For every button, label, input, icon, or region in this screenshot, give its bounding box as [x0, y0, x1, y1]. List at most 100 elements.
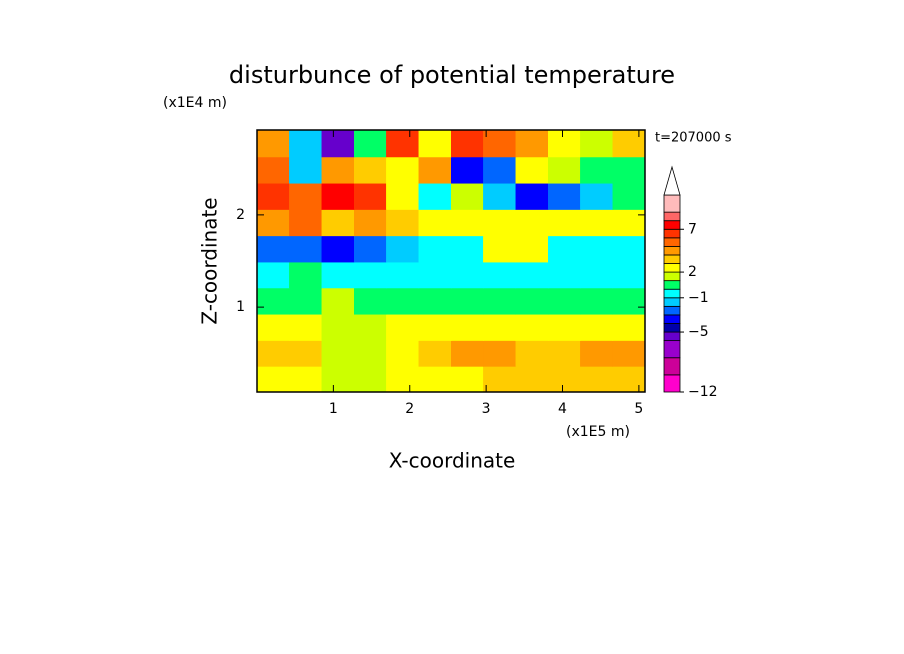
contour-cell [386, 235, 420, 263]
contour-cell [257, 287, 290, 315]
colorbar-box [663, 220, 681, 230]
contour-cell [354, 209, 387, 237]
contour-cell [483, 314, 517, 341]
contour-cell [289, 261, 323, 289]
contour-cell [321, 130, 355, 158]
contour-cell [418, 183, 452, 210]
contour-cell [451, 183, 484, 210]
y-tick-label: 2 [236, 207, 245, 223]
contour-cell [612, 209, 646, 237]
contour-cell [451, 366, 484, 393]
contour-cell [483, 287, 517, 315]
colorbar-arrow [663, 165, 681, 196]
colorbar-box [663, 263, 681, 273]
contour-cell [321, 183, 355, 210]
contour-cell [483, 183, 517, 210]
colorbar-box [663, 228, 681, 239]
contour-cell [354, 130, 387, 158]
contour-cell [289, 287, 323, 315]
colorbar-box [663, 314, 681, 324]
contour-cell [289, 366, 323, 393]
contour-cell [580, 130, 614, 158]
contour-cell [580, 366, 614, 393]
contour-cell [354, 314, 387, 341]
colorbar-box [663, 288, 681, 299]
plot-frame [256, 129, 646, 393]
contour-cell [386, 209, 420, 237]
contour-cell [580, 156, 614, 184]
contour-cell [548, 314, 581, 341]
contour-cell [451, 261, 484, 289]
contour-cell [612, 156, 646, 184]
colorbar-box [663, 340, 681, 359]
contour-cell [483, 235, 517, 263]
contour-cell [257, 156, 290, 184]
contour-cell [548, 287, 581, 315]
contour-cell [386, 156, 420, 184]
contour-cell [612, 340, 646, 367]
x-tick-label: 5 [634, 401, 643, 417]
contour-cell [548, 209, 581, 237]
contour-cell [451, 340, 484, 367]
contour-cell [257, 235, 290, 263]
colorbar-label: −1 [688, 290, 709, 306]
contour-cell [257, 340, 290, 367]
colorbar-box [663, 280, 681, 290]
contour-cell [451, 156, 484, 184]
colorbar-label: 7 [688, 221, 697, 237]
contour-cell [418, 235, 452, 263]
x-tick-label: 1 [329, 401, 338, 417]
contour-cell [321, 314, 355, 341]
contour-cell [386, 340, 420, 367]
contour-cell [321, 209, 355, 237]
contour-cell [483, 156, 517, 184]
chart-title: disturbunce of potential temperature [229, 61, 675, 89]
colorbar-label: −12 [688, 384, 718, 400]
contour-cell [548, 366, 581, 393]
x-tick-label: 2 [405, 401, 414, 417]
contour-cell [515, 156, 549, 184]
contour-cell [515, 366, 549, 393]
contour-cell [451, 235, 484, 263]
contour-cell [321, 235, 355, 263]
contour-cell [580, 261, 614, 289]
contour-cell [418, 209, 452, 237]
contour-cell [386, 130, 420, 158]
contour-cell [257, 314, 290, 341]
colorbar-box [663, 297, 681, 307]
contour-cell [321, 340, 355, 367]
contour-cell [548, 156, 581, 184]
contour-cell [580, 235, 614, 263]
contour-cell [580, 209, 614, 237]
contour-cell [418, 287, 452, 315]
contour-cell [548, 235, 581, 263]
colorbar-box [663, 357, 681, 376]
colorbar-label: 2 [688, 264, 697, 280]
contour-cell [354, 366, 387, 393]
colorbar-box [663, 245, 681, 256]
colorbar-box [663, 194, 681, 213]
contour-cell [515, 287, 549, 315]
contour-cell [612, 287, 646, 315]
contour-cell [515, 314, 549, 341]
x-axis-label: X-coordinate [389, 449, 516, 473]
contour-cell [483, 340, 517, 367]
contour-cell [257, 209, 290, 237]
contour-cell [289, 156, 323, 184]
contour-cell [418, 130, 452, 158]
contour-cell [289, 209, 323, 237]
contour-cell [548, 183, 581, 210]
contour-cell [483, 130, 517, 158]
contour-cell [354, 235, 387, 263]
contour-cell [515, 340, 549, 367]
contour-cell [515, 235, 549, 263]
contour-cell [321, 287, 355, 315]
contour-cell [289, 314, 323, 341]
contour-cell [548, 261, 581, 289]
time-label: t=207000 s [655, 131, 732, 146]
contour-cell [451, 209, 484, 237]
contour-cell [289, 340, 323, 367]
contour-cell [386, 261, 420, 289]
colorbar-box [663, 237, 681, 247]
contour-cell [354, 340, 387, 367]
